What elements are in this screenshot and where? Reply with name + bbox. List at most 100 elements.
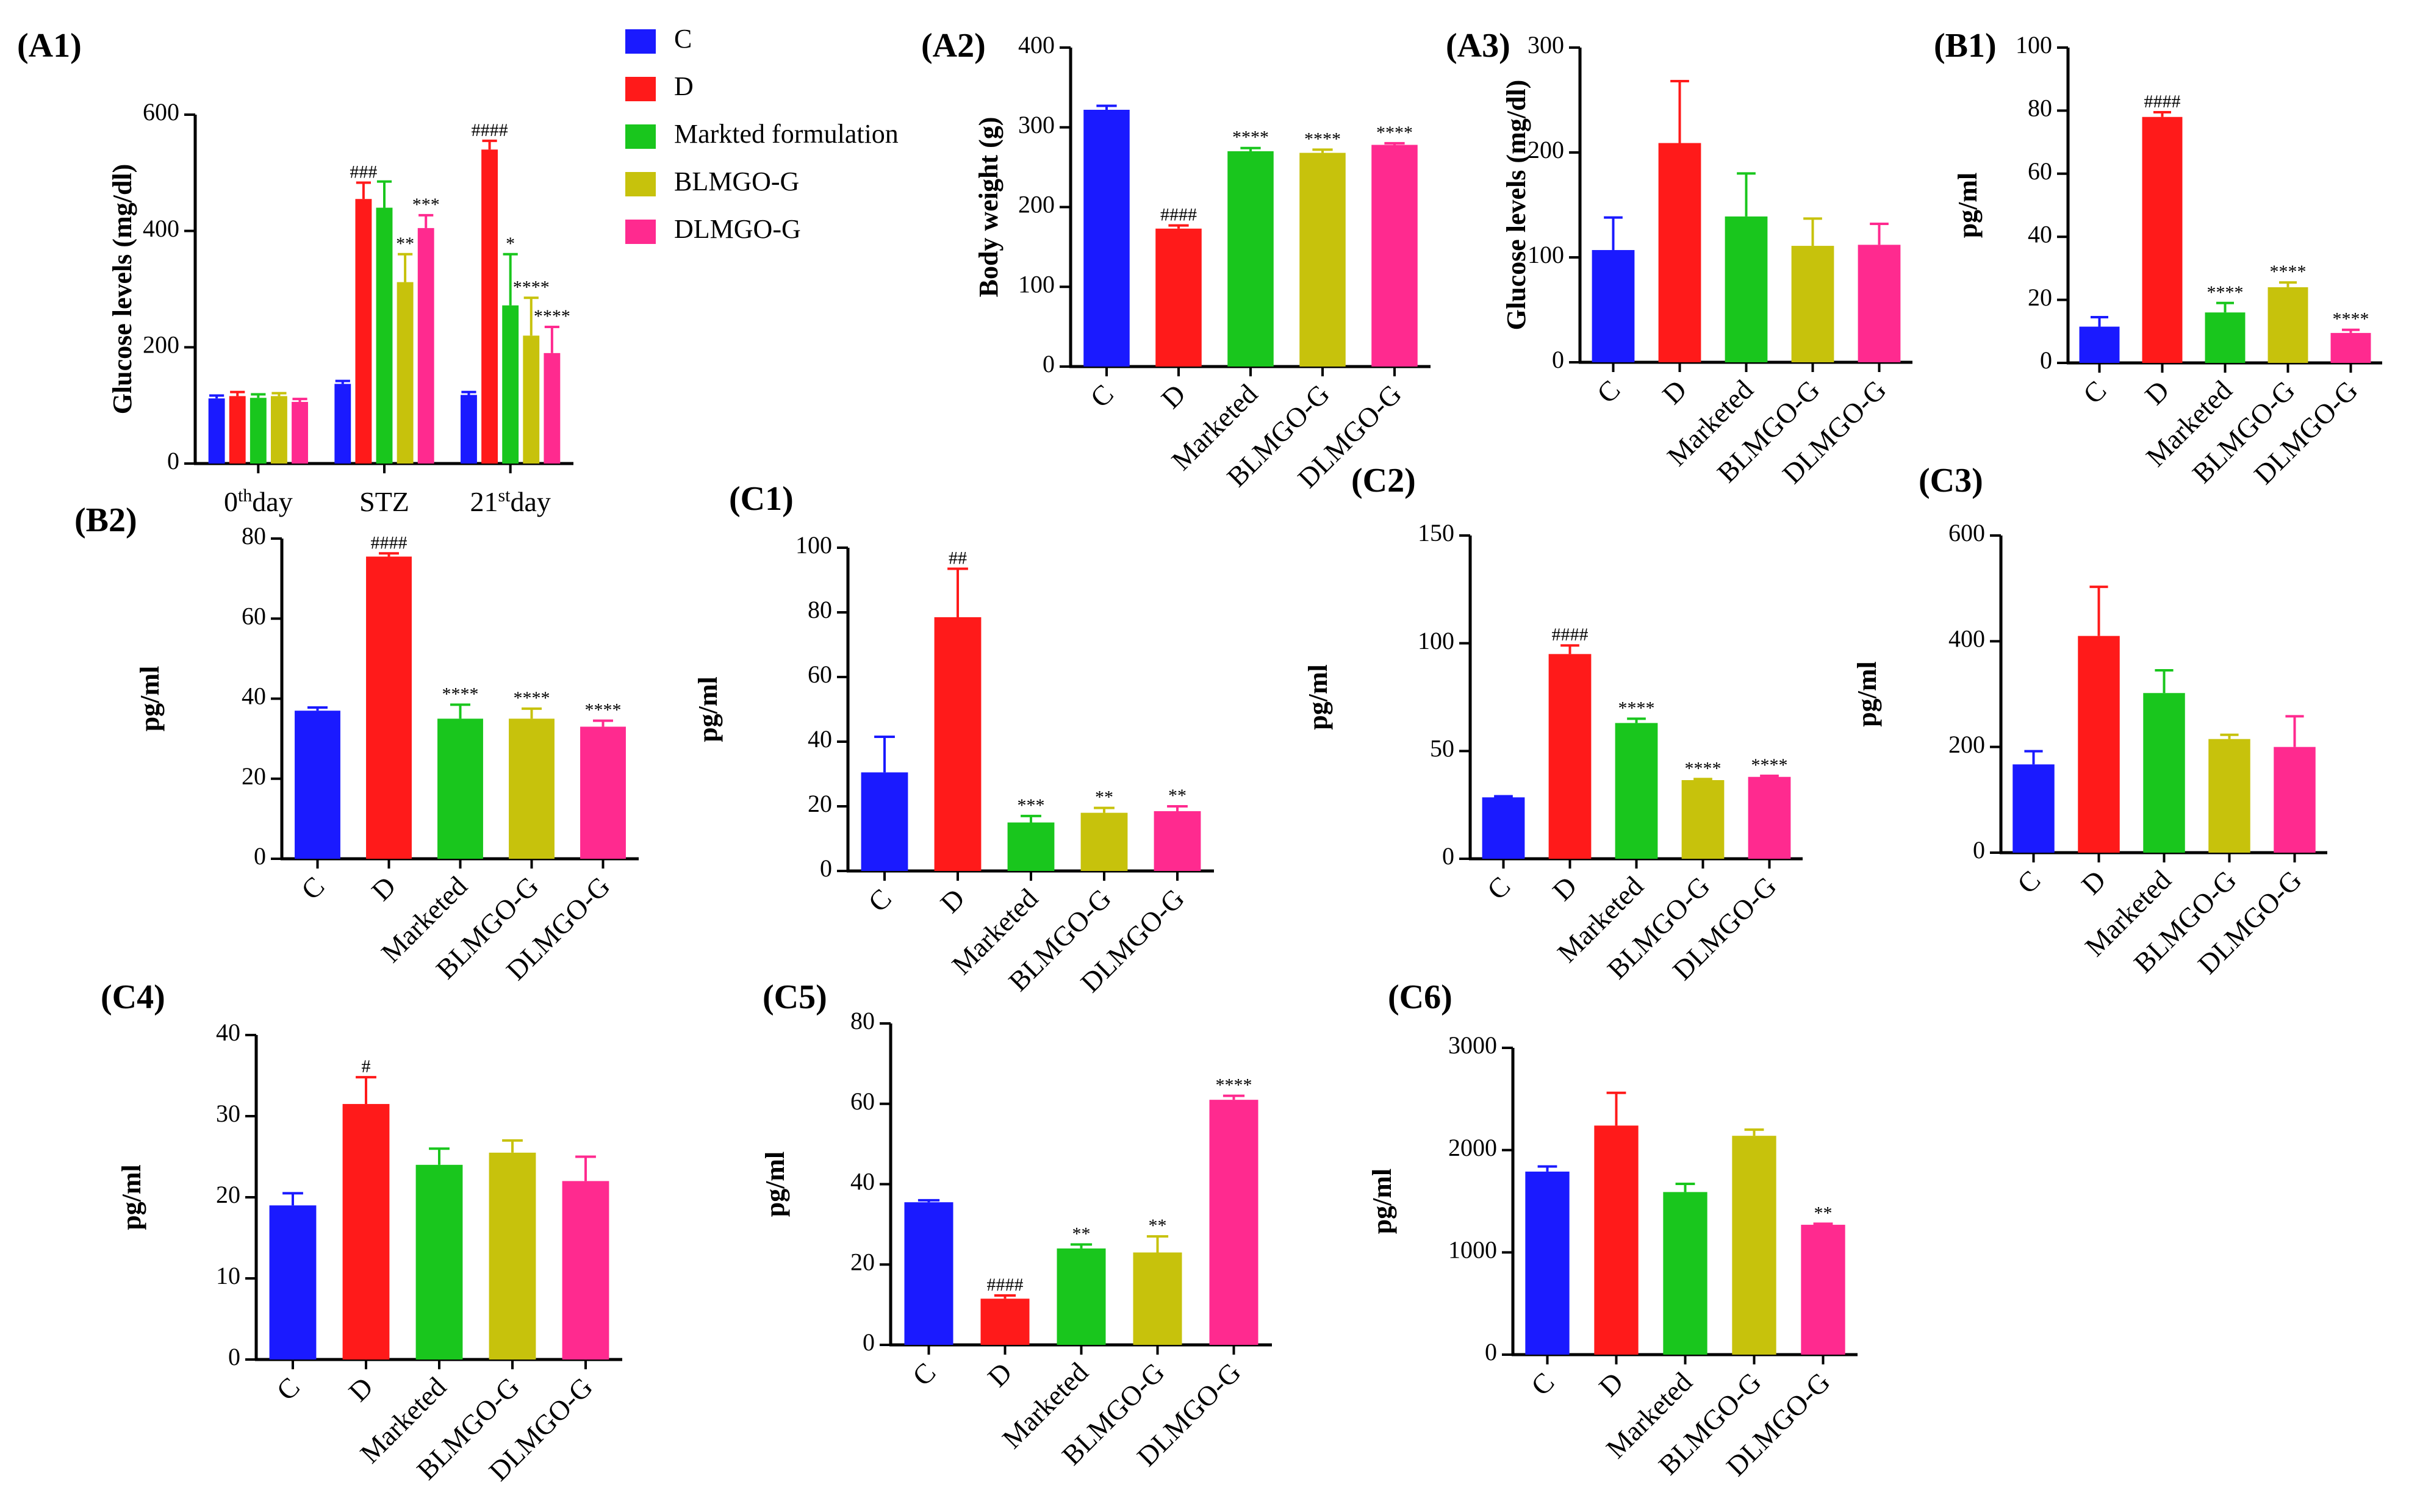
significance-label: ****: [1232, 127, 1269, 148]
significance-label: ****: [2333, 309, 2369, 329]
bar-a3-1: [1658, 143, 1701, 362]
y-axis-title: pg/ml: [117, 1164, 146, 1230]
y-tick-label: 20: [2028, 284, 2052, 311]
x-category-label: C: [1591, 374, 1626, 409]
bar-a1-0-4: [292, 401, 308, 464]
x-category-label: C: [862, 883, 897, 918]
bar-c3-3: [2208, 739, 2250, 853]
bar-a1-1-2: [376, 207, 393, 464]
bar-c6-1: [1594, 1125, 1639, 1355]
bar-c5-0: [904, 1202, 953, 1345]
y-tick-label: 40: [808, 725, 832, 753]
significance-label: ##: [949, 548, 967, 568]
y-tick-label: 30: [216, 1100, 240, 1127]
y-axis-title: pg/ml: [1953, 173, 1983, 238]
significance-label: ####: [1160, 205, 1197, 225]
bar-c2-0: [1482, 797, 1525, 859]
panel-label: (A3): [1446, 27, 1510, 65]
y-tick-label: 0: [1552, 346, 1564, 373]
y-tick-label: 80: [2028, 95, 2052, 122]
group-label-sup: th: [238, 485, 252, 506]
bar-c4-3: [489, 1152, 536, 1360]
y-tick-label: 40: [2028, 220, 2052, 248]
bar-c4-2: [415, 1164, 463, 1360]
y-tick-label: 100: [1018, 270, 1055, 298]
bar-b2-4: [580, 726, 626, 859]
bar-c1-3: [1080, 812, 1128, 871]
significance-label: ***: [412, 195, 440, 215]
legend-label-2: Markted formulation: [674, 119, 899, 149]
legend-swatch-4: [625, 220, 656, 244]
bar-c4-4: [562, 1181, 609, 1360]
x-group-label: 0thday: [224, 485, 293, 518]
bar-c2-4: [1748, 776, 1791, 859]
group-label-base: 0: [224, 486, 238, 517]
y-tick-label: 2000: [1448, 1134, 1497, 1161]
y-tick-label: 60: [808, 661, 832, 688]
significance-label: **: [1814, 1203, 1833, 1223]
group-label-rest: day: [252, 486, 292, 517]
y-tick-label: 60: [242, 602, 266, 629]
bar-c5-4: [1209, 1100, 1258, 1345]
y-tick-label: 400: [1948, 625, 1985, 653]
y-tick-label: 0: [1973, 836, 1985, 864]
y-axis-title: pg/ml: [135, 666, 165, 732]
y-tick-label: 0: [228, 1343, 240, 1370]
x-category-label: D: [2075, 864, 2112, 901]
panel-label: (C3): [1919, 462, 1983, 500]
y-tick-label: 20: [242, 762, 266, 790]
significance-label: ####: [987, 1275, 1024, 1295]
legend-label-3: BLMGO-G: [674, 167, 799, 196]
bar-a1-1-3: [397, 282, 414, 464]
bar-c4-0: [269, 1205, 317, 1360]
y-axis-title: Body weight (g): [974, 117, 1004, 298]
bar-b2-1: [366, 556, 412, 859]
y-tick-label: 40: [242, 683, 266, 710]
legend-swatch-2: [625, 124, 656, 149]
y-tick-label: 3000: [1448, 1031, 1497, 1059]
bar-a1-2-4: [544, 353, 561, 464]
y-tick-label: 150: [1418, 519, 1454, 546]
bar-b1-3: [2267, 287, 2308, 363]
bar-c2-2: [1615, 723, 1658, 859]
significance-label: ****: [2207, 282, 2244, 303]
y-tick-label: 10: [216, 1262, 240, 1289]
y-tick-label: 50: [1430, 735, 1454, 762]
panel-label: (C5): [763, 978, 827, 1016]
bar-c6-0: [1525, 1171, 1570, 1355]
y-tick-label: 80: [850, 1007, 875, 1034]
significance-label: **: [1168, 786, 1187, 806]
bar-a1-0-3: [271, 396, 287, 464]
panel-label: (C1): [729, 480, 794, 518]
bar-c6-2: [1663, 1192, 1707, 1355]
legend-label-4: DLMGO-G: [674, 214, 801, 244]
y-tick-label: 300: [1018, 111, 1055, 138]
significance-label: ####: [2144, 91, 2181, 112]
x-category-label: D: [365, 870, 402, 907]
y-tick-label: 200: [1528, 136, 1564, 163]
bar-b1-1: [2142, 116, 2183, 364]
chart-panel-b2: (B2)020406080pg/mlC####D****Marketed****…: [74, 501, 639, 986]
y-tick-label: 0: [167, 447, 179, 475]
significance-label: ****: [1216, 1075, 1252, 1095]
y-tick-label: 0: [1442, 842, 1454, 870]
bar-c5-1: [980, 1299, 1030, 1345]
significance-label: ####: [472, 120, 508, 140]
chart-panel-b1: (B1)020406080100pg/mlC####D****Marketed*…: [1934, 27, 2382, 490]
bar-a3-2: [1725, 216, 1768, 362]
y-tick-label: 20: [808, 790, 832, 817]
x-category-label: C: [295, 870, 331, 906]
x-category-label: C: [1481, 870, 1517, 906]
bar-a1-2-3: [523, 335, 540, 464]
bar-c1-2: [1007, 822, 1055, 871]
y-tick-label: 80: [808, 596, 832, 623]
legend-swatch-0: [625, 29, 656, 54]
significance-label: ****: [1304, 129, 1341, 149]
significance-label: ####: [1552, 625, 1589, 645]
y-tick-label: 200: [1948, 731, 1985, 758]
significance-label: ****: [1618, 698, 1655, 718]
bar-a3-3: [1791, 246, 1834, 362]
y-tick-label: 400: [1018, 31, 1055, 59]
